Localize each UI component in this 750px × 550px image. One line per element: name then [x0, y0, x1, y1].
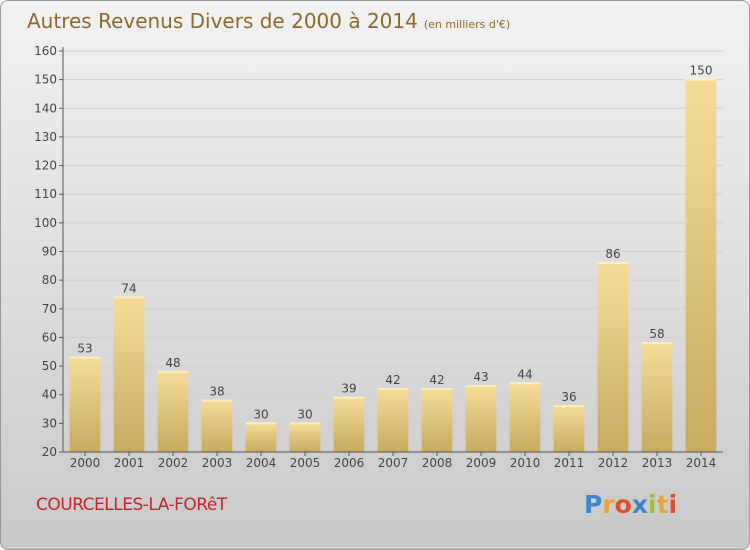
x-tick-label: 2011 — [554, 456, 585, 470]
bar — [201, 400, 233, 452]
y-tick-label: 150 — [34, 73, 57, 87]
chart-title: Autres Revenus Divers de 2000 à 2014 (en … — [27, 9, 510, 33]
logo-letter: o — [614, 490, 632, 519]
proxiti-logo[interactable]: Proxiti — [584, 490, 677, 519]
y-tick-label: 160 — [34, 44, 57, 58]
chart-title-text: Autres Revenus Divers de 2000 à 2014 — [27, 9, 418, 33]
x-tick-label: 2008 — [422, 456, 453, 470]
data-label: 36 — [561, 390, 576, 404]
x-tick-label: 2014 — [686, 456, 717, 470]
data-label: 48 — [165, 356, 180, 370]
y-tick-label: 80 — [42, 273, 57, 287]
x-tick-label: 2013 — [642, 456, 673, 470]
x-tick-label: 2012 — [598, 456, 629, 470]
logo-letter: i — [668, 490, 678, 519]
axis-layer — [59, 47, 723, 456]
data-label: 150 — [690, 64, 713, 78]
bar — [113, 297, 145, 452]
y-tick-label: 40 — [42, 388, 57, 402]
x-tick-label: 2001 — [114, 456, 145, 470]
data-label: 30 — [253, 407, 268, 421]
x-tick-label: 2003 — [202, 456, 233, 470]
data-label: 42 — [385, 373, 400, 387]
logo-letter: i — [648, 490, 657, 519]
data-label: 58 — [649, 327, 664, 341]
bar — [377, 388, 409, 452]
x-tick-label: 2000 — [70, 456, 101, 470]
y-tick-label: 140 — [34, 101, 57, 115]
logo-letter: r — [602, 490, 615, 519]
x-tick-label: 2005 — [290, 456, 321, 470]
bar — [333, 397, 365, 452]
x-tick-label: 2007 — [378, 456, 409, 470]
bar — [245, 423, 277, 452]
commune-name: COURCELLES-LA-FORêT — [36, 495, 227, 515]
data-label: 30 — [297, 407, 312, 421]
bar — [69, 357, 101, 452]
x-tick-label: 2010 — [510, 456, 541, 470]
y-tick-label: 20 — [42, 445, 57, 459]
chart-subtitle: (en milliers d'€) — [423, 18, 511, 31]
bar — [509, 383, 541, 452]
bar — [465, 386, 497, 452]
logo-letter: P — [584, 490, 603, 519]
data-label: 43 — [473, 370, 488, 384]
y-tick-label: 70 — [42, 302, 57, 316]
data-label: 86 — [605, 247, 620, 261]
data-label: 74 — [121, 281, 136, 295]
bar — [685, 79, 717, 453]
y-tick-label: 110 — [34, 187, 57, 201]
bar — [157, 371, 189, 452]
x-tick-label: 2009 — [466, 456, 497, 470]
y-tick-label: 130 — [34, 130, 57, 144]
bar — [641, 343, 673, 452]
data-label: 42 — [429, 373, 444, 387]
bar — [421, 388, 453, 452]
bar — [289, 423, 321, 452]
logo-letter: t — [656, 490, 669, 519]
label-layer: 20 30 40 50 60 70 80 90 100 110 120 130 140 150 160 53 2… — [34, 44, 716, 470]
logo-letter: x — [631, 490, 648, 519]
y-tick-label: 30 — [42, 416, 57, 430]
data-label: 39 — [341, 382, 356, 396]
x-tick-label: 2004 — [246, 456, 277, 470]
y-tick-label: 120 — [34, 159, 57, 173]
y-tick-label: 100 — [34, 216, 57, 230]
y-tick-label: 90 — [42, 245, 57, 259]
y-tick-label: 50 — [42, 359, 57, 373]
bar — [597, 262, 629, 452]
y-tick-label: 60 — [42, 330, 57, 344]
data-label: 38 — [209, 384, 224, 398]
bar-layer — [69, 78, 717, 453]
data-label: 53 — [77, 341, 92, 355]
data-label: 44 — [517, 367, 532, 381]
x-tick-label: 2006 — [334, 456, 365, 470]
bar — [553, 406, 585, 452]
x-tick-label: 2002 — [158, 456, 189, 470]
